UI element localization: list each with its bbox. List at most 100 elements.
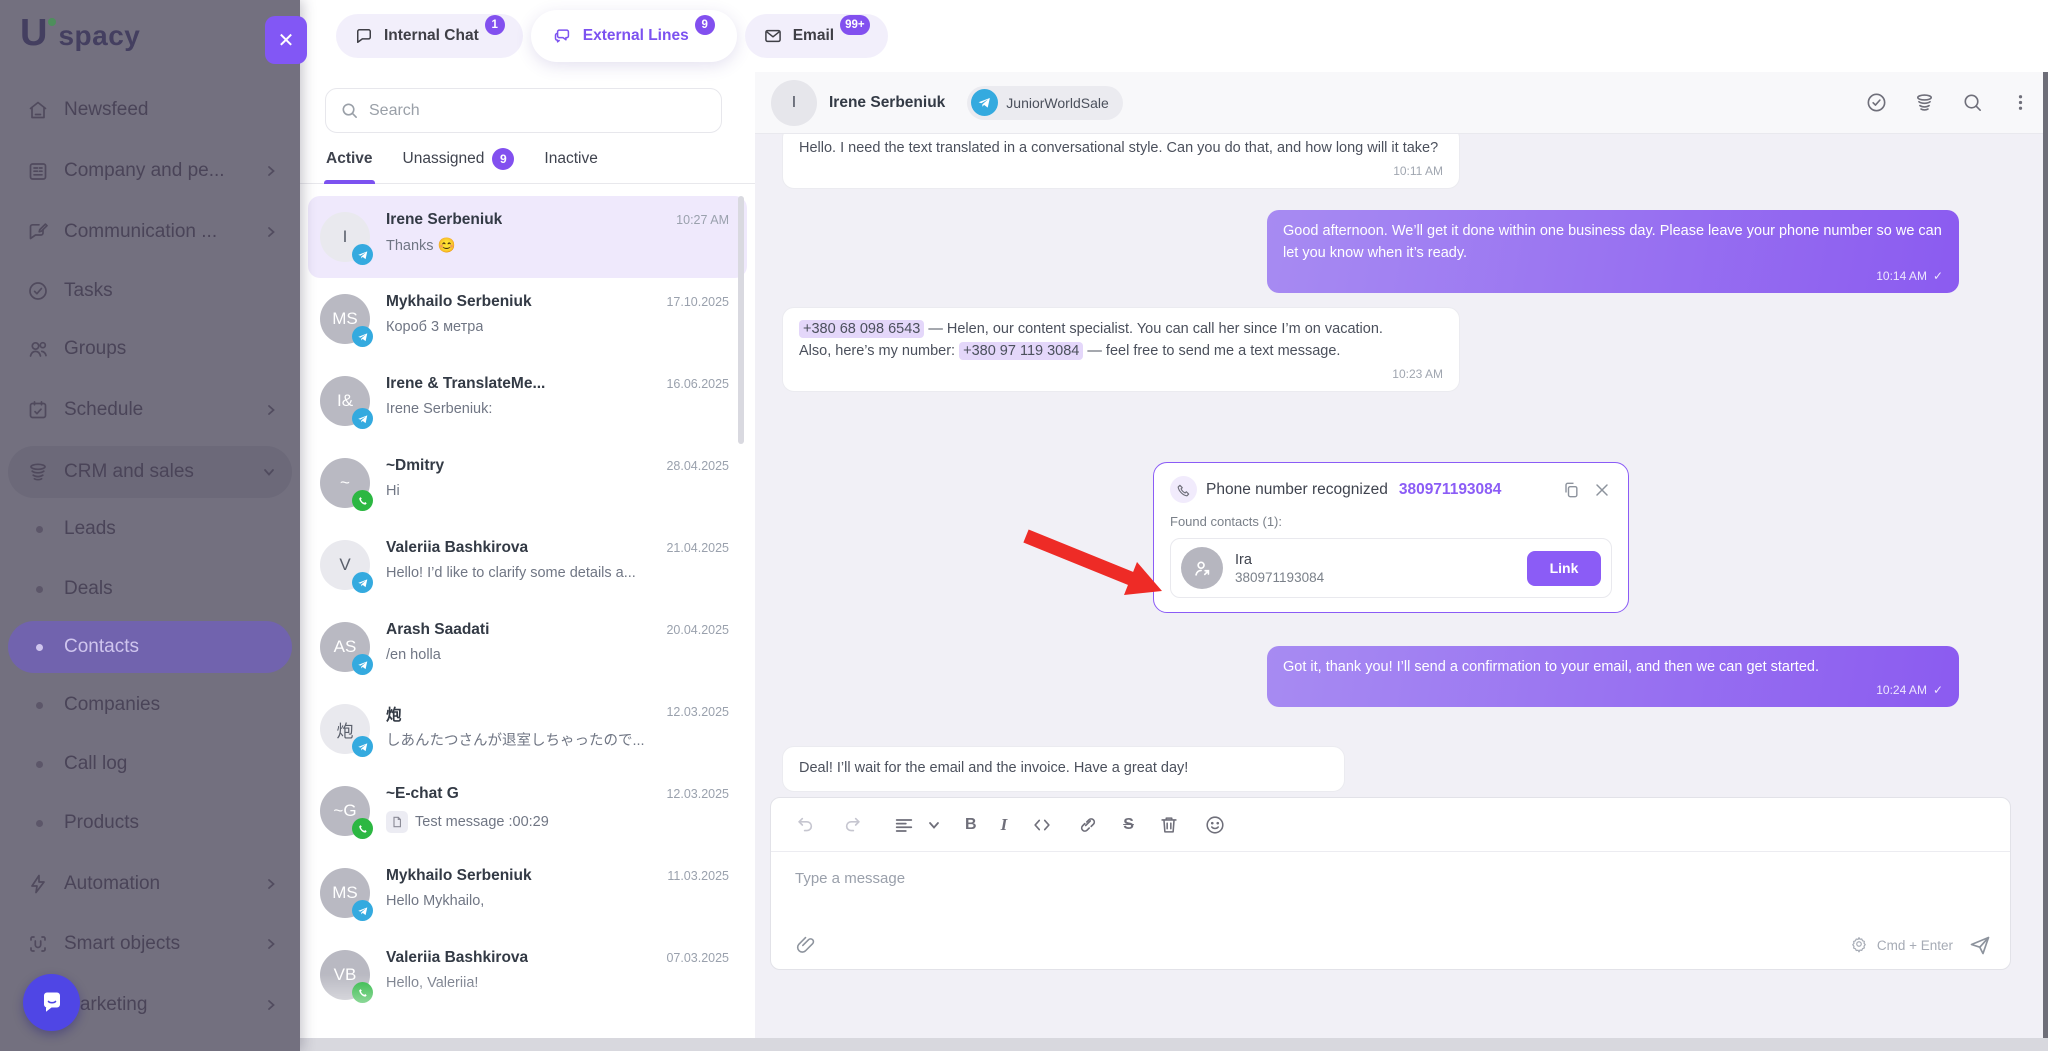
bottom-scrollbar-track[interactable] xyxy=(300,1038,2048,1051)
sidebar-item-leads[interactable]: Leads xyxy=(0,503,300,555)
search-icon[interactable] xyxy=(1961,91,1984,114)
chat-list-item[interactable]: 炮 炮 12.03.2025 しあんたつさんが退室しちゃったので... xyxy=(308,688,747,770)
sidebar-item-automation[interactable]: Automation xyxy=(0,858,300,910)
sidebar: U spacy Newsfeed Company and pe... Commu… xyxy=(0,0,300,1051)
phone-number-link[interactable]: +380 97 119 3084 xyxy=(959,341,1084,360)
message-input[interactable]: Type a message xyxy=(771,852,2010,887)
calendar-icon xyxy=(26,398,50,422)
link-button[interactable]: Link xyxy=(1527,550,1601,586)
recognized-number[interactable]: 380971193084 xyxy=(1398,480,1502,498)
undo-icon[interactable] xyxy=(795,814,817,836)
chevron-right-icon xyxy=(264,937,278,951)
emoji-icon[interactable] xyxy=(1204,814,1226,836)
chat-list-item[interactable]: VB Valeriia Bashkirova 07.03.2025 Hello,… xyxy=(308,934,747,1016)
close-icon: ✕ xyxy=(277,29,295,52)
mark-done-icon[interactable] xyxy=(1865,91,1888,114)
message-incoming: Hello. I need the text translated in a c… xyxy=(782,126,1460,189)
chevron-down-icon[interactable] xyxy=(927,814,941,836)
tab-email[interactable]: Email 99+ xyxy=(744,14,888,58)
sidebar-item-newsfeed[interactable]: Newsfeed xyxy=(0,84,300,136)
chat-list-item[interactable]: MS Mykhailo Serbeniuk 17.10.2025 Короб 3… xyxy=(308,278,747,360)
envelope-icon xyxy=(763,26,783,46)
chat-list-item[interactable]: V Valeriia Bashkirova 21.04.2025 Hello! … xyxy=(308,524,747,606)
message-incoming: +380 68 098 6543 — Helen, our content sp… xyxy=(782,307,1460,392)
sidebar-item-schedule[interactable]: Schedule xyxy=(0,384,300,436)
chat-list-item[interactable]: MS Mykhailo Serbeniuk 11.03.2025 Hello M… xyxy=(308,852,747,934)
sidebar-item-smart-objects[interactable]: Smart objects xyxy=(0,918,300,970)
unread-badge: 9 xyxy=(694,15,715,35)
found-contact-card: Ira 380971193084 Link xyxy=(1170,538,1612,598)
chevron-down-icon xyxy=(262,465,276,479)
tab-active[interactable]: Active xyxy=(324,134,375,184)
tab-unassigned[interactable]: Unassigned 9 xyxy=(403,134,515,184)
strikethrough-icon[interactable]: S xyxy=(1123,815,1134,833)
chat-list-item[interactable]: ~G ~E-chat G 12.03.2025 Test message :00… xyxy=(308,770,747,852)
window-right-scrollbar[interactable] xyxy=(2043,72,2048,1038)
contact-number: 380971193084 xyxy=(1235,569,1325,585)
whatsapp-icon xyxy=(352,982,373,1003)
phone-icon xyxy=(1170,476,1197,503)
uspacy-logo[interactable]: U spacy xyxy=(20,14,140,52)
copy-icon[interactable] xyxy=(1561,480,1581,500)
search-placeholder: Search xyxy=(369,101,420,119)
telegram-icon xyxy=(352,244,373,265)
sidebar-item-products[interactable]: Products xyxy=(0,797,300,849)
whatsapp-icon xyxy=(352,818,373,839)
message-input-placeholder: Type a message xyxy=(795,870,906,887)
chat-list-item[interactable]: ~ ~Dmitry 28.04.2025 Hi xyxy=(308,442,747,524)
tab-internal-chat[interactable]: Internal Chat 1 xyxy=(336,14,523,58)
sidebar-item-groups[interactable]: Groups xyxy=(0,323,300,375)
bullet-icon xyxy=(36,760,43,768)
popup-title: Phone number recognized xyxy=(1206,480,1388,498)
kebab-menu-icon[interactable] xyxy=(2009,91,2032,114)
bullet-icon xyxy=(36,701,43,709)
attach-file-icon[interactable] xyxy=(795,934,817,956)
chevron-right-icon xyxy=(264,998,278,1012)
close-menu-button[interactable]: ✕ xyxy=(265,16,307,64)
bold-icon[interactable]: B xyxy=(965,815,977,833)
telegram-icon xyxy=(352,900,373,921)
sidebar-item-company[interactable]: Company and pe... xyxy=(0,145,300,197)
sidebar-item-call-log[interactable]: Call log xyxy=(0,738,300,790)
phone-number-link[interactable]: +380 68 098 6543 xyxy=(799,320,925,338)
sidebar-item-crm-and-sales[interactable]: CRM and sales xyxy=(8,446,292,498)
list-filter-tabs: Active Unassigned 9 Inactive xyxy=(300,134,755,184)
formatting-toolbar: B I S xyxy=(771,798,2010,852)
align-icon[interactable] xyxy=(893,814,915,836)
tab-external-lines[interactable]: External Lines 9 xyxy=(530,10,737,62)
sidebar-item-contacts[interactable]: Contacts xyxy=(8,621,292,673)
chat-bubble-icon xyxy=(354,26,374,46)
bullet-icon xyxy=(36,643,43,651)
smart-objects-icon xyxy=(26,932,50,956)
code-icon[interactable] xyxy=(1031,814,1053,836)
chat-list-item[interactable]: I& Irene & TranslateMe... 16.06.2025 Ire… xyxy=(308,360,747,442)
search-input[interactable]: Search xyxy=(325,88,722,133)
sidebar-item-marketing[interactable]: Marketing xyxy=(0,979,300,1031)
trash-icon[interactable] xyxy=(1158,814,1180,836)
gear-icon[interactable] xyxy=(1850,935,1868,956)
sidebar-item-companies[interactable]: Companies xyxy=(0,679,300,731)
send-icon[interactable] xyxy=(1968,933,1992,957)
chat-list-item[interactable]: I Irene Serbeniuk 10:27 AM Thanks 😊 xyxy=(308,196,747,278)
telegram-icon xyxy=(352,572,373,593)
home-icon xyxy=(26,98,50,122)
telegram-icon xyxy=(352,408,373,429)
sidebar-item-deals[interactable]: Deals xyxy=(0,563,300,615)
sidebar-item-communication[interactable]: Communication ... xyxy=(0,206,300,258)
italic-icon[interactable]: I xyxy=(1000,814,1008,834)
bullet-icon xyxy=(36,819,43,827)
unread-badge: 99+ xyxy=(840,15,870,35)
chat-list: I Irene Serbeniuk 10:27 AM Thanks 😊 MS M… xyxy=(300,196,755,1038)
channel-line-badge[interactable]: JuniorWorldSale xyxy=(967,85,1123,120)
crm-funnel-icon[interactable] xyxy=(1913,91,1936,114)
chat-main-area: I Irene Serbeniuk JuniorWorldSale 10:10 … xyxy=(755,72,2048,1038)
chat-list-item[interactable]: AS Arash Saadati 20.04.2025 /en holla xyxy=(308,606,747,688)
chat-list-scrollbar[interactable] xyxy=(738,196,744,444)
link-icon[interactable] xyxy=(1077,814,1099,836)
redo-icon[interactable] xyxy=(841,814,863,836)
support-chat-widget-button[interactable] xyxy=(23,974,80,1031)
close-icon[interactable] xyxy=(1592,480,1612,500)
sidebar-item-tasks[interactable]: Tasks xyxy=(0,265,300,317)
tab-inactive[interactable]: Inactive xyxy=(544,149,598,167)
conversation-list-panel: Search Active Unassigned 9 Inactive I Ire… xyxy=(300,72,755,1038)
